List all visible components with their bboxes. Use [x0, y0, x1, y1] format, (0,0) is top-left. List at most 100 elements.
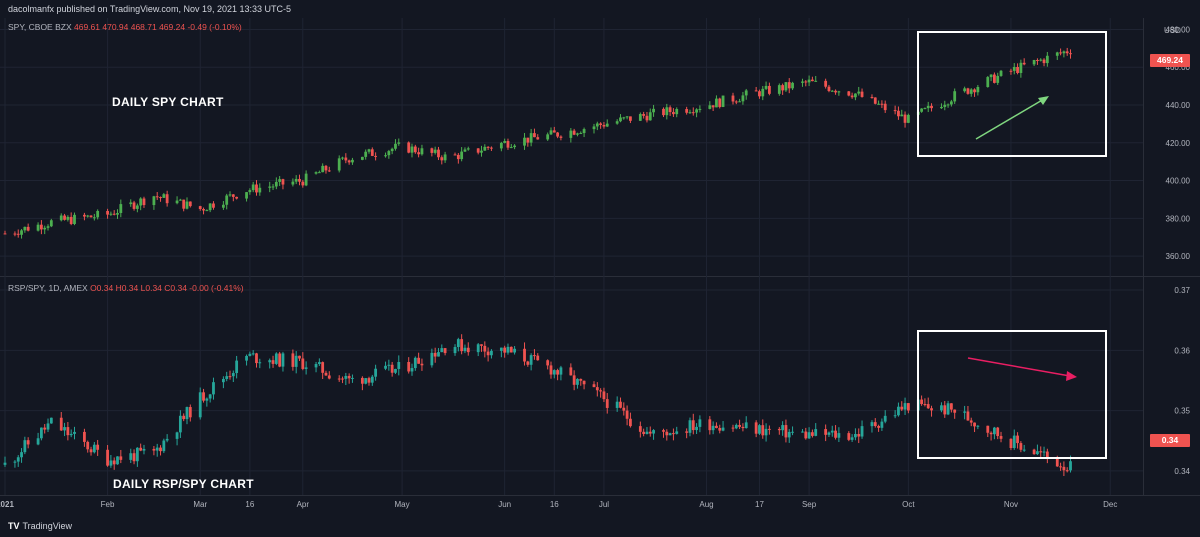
spy-candle — [953, 88, 957, 104]
rsp-candle — [460, 334, 464, 355]
spy-candle — [440, 155, 444, 165]
spy-candle-body — [387, 151, 391, 156]
rsp-candle — [89, 446, 93, 456]
spy-candle-body — [291, 181, 295, 185]
rsp-candle — [576, 378, 579, 389]
rsp-candle — [437, 348, 440, 357]
rsp-candle — [668, 432, 672, 436]
spy-candle — [503, 138, 507, 144]
spy-candle — [877, 100, 880, 105]
spy-candle — [572, 128, 576, 136]
rsp-candle — [370, 374, 374, 386]
rsp-candle — [165, 434, 169, 443]
rsp-candle — [463, 344, 467, 354]
spy-candle — [298, 174, 301, 186]
spy-candle-body — [622, 117, 626, 119]
rsp-candle-body — [63, 427, 66, 431]
rsp-candle-body — [175, 432, 179, 439]
spy-candle — [202, 207, 205, 215]
rsp-candle — [178, 410, 182, 438]
spy-candle — [3, 230, 7, 235]
rsp-candle — [317, 358, 321, 366]
rsp-candle-body — [761, 425, 765, 436]
spy-candle-body — [900, 114, 904, 117]
spy-candle-body — [185, 201, 189, 209]
spy-candle-body — [59, 215, 63, 221]
rsp-candle — [906, 403, 910, 414]
rsp-candle-body — [708, 419, 712, 431]
rsp-candle-body — [271, 360, 275, 364]
spy-candle — [225, 193, 229, 210]
spy-candle-body — [698, 108, 702, 110]
spy-candle-body — [301, 181, 305, 186]
spy-candle — [466, 146, 470, 151]
spy-candle-body — [599, 123, 603, 125]
spy-candle — [1069, 49, 1072, 59]
spy-candle-body — [625, 116, 629, 118]
spy-candle — [645, 111, 649, 123]
spy-legend-label: SPY, CBOE BZX — [8, 22, 72, 32]
rsp-candle-body — [897, 406, 900, 416]
rsp-candle-body — [43, 427, 47, 430]
spy-candle-body — [480, 150, 483, 153]
spy-candle-body — [837, 91, 841, 93]
rsp-candle-body — [595, 387, 599, 391]
rsp-candle — [883, 410, 887, 424]
spy-candle — [963, 86, 967, 93]
rsp-candle — [582, 380, 586, 390]
rsp-candle — [804, 427, 808, 440]
spy-candle — [1042, 58, 1046, 67]
rsp-candle — [920, 395, 924, 406]
spy-candle-body — [86, 215, 90, 217]
spy-candle-body — [1009, 70, 1013, 72]
spy-candle — [387, 149, 391, 159]
rsp-candle-body — [347, 375, 351, 379]
rsp-candle-body — [675, 431, 679, 434]
spy-candle-body — [503, 141, 507, 143]
spy-candle — [499, 141, 503, 152]
spy-candle — [463, 147, 467, 153]
rsp-candle — [23, 436, 27, 455]
spy-candle-body — [721, 95, 725, 107]
down-arrow-shaft — [967, 357, 1071, 377]
rsp-candle — [188, 404, 192, 422]
spy-candle — [966, 87, 970, 95]
rsp-candle-body — [943, 405, 947, 415]
spy-candle — [837, 90, 841, 96]
rsp-candle — [13, 460, 17, 468]
rsp-candle-body — [135, 447, 139, 462]
spy-candle — [69, 212, 73, 226]
rsp-candle-body — [523, 348, 526, 362]
spy-candle — [112, 210, 116, 216]
rsp-candle — [814, 423, 818, 437]
rsp-candle — [787, 429, 791, 443]
spy-candle — [559, 135, 563, 141]
rsp-candle — [592, 381, 596, 388]
rsp-candle — [734, 423, 738, 430]
rsp-candle-body — [906, 403, 910, 411]
rsp-candle — [721, 421, 725, 432]
spy-candle-body — [205, 210, 209, 212]
rsp-candle-body — [1062, 466, 1066, 471]
rsp-candle-body — [860, 426, 864, 437]
spy-candle — [718, 97, 722, 109]
rsp-candle — [930, 405, 933, 417]
rsp-candle — [420, 358, 424, 371]
rsp-candle-body — [112, 460, 116, 465]
tradingview-logo[interactable]: TV TradingView — [8, 521, 72, 531]
spy-candle-body — [830, 90, 834, 92]
spy-candle — [291, 178, 295, 187]
rsp-candle-body — [721, 427, 725, 431]
rsp-candle-body — [738, 424, 742, 427]
rsp-candle-body — [202, 392, 205, 401]
spy-candle-body — [410, 146, 414, 153]
rsp-candle-body — [198, 392, 202, 418]
spy-candle-body — [629, 116, 632, 121]
spy-candle-body — [695, 109, 698, 113]
rsp-candle-body — [96, 444, 100, 450]
rsp-candle-body — [605, 399, 609, 408]
rsp-candle-body — [824, 429, 828, 435]
rsp-candle-body — [139, 447, 143, 451]
